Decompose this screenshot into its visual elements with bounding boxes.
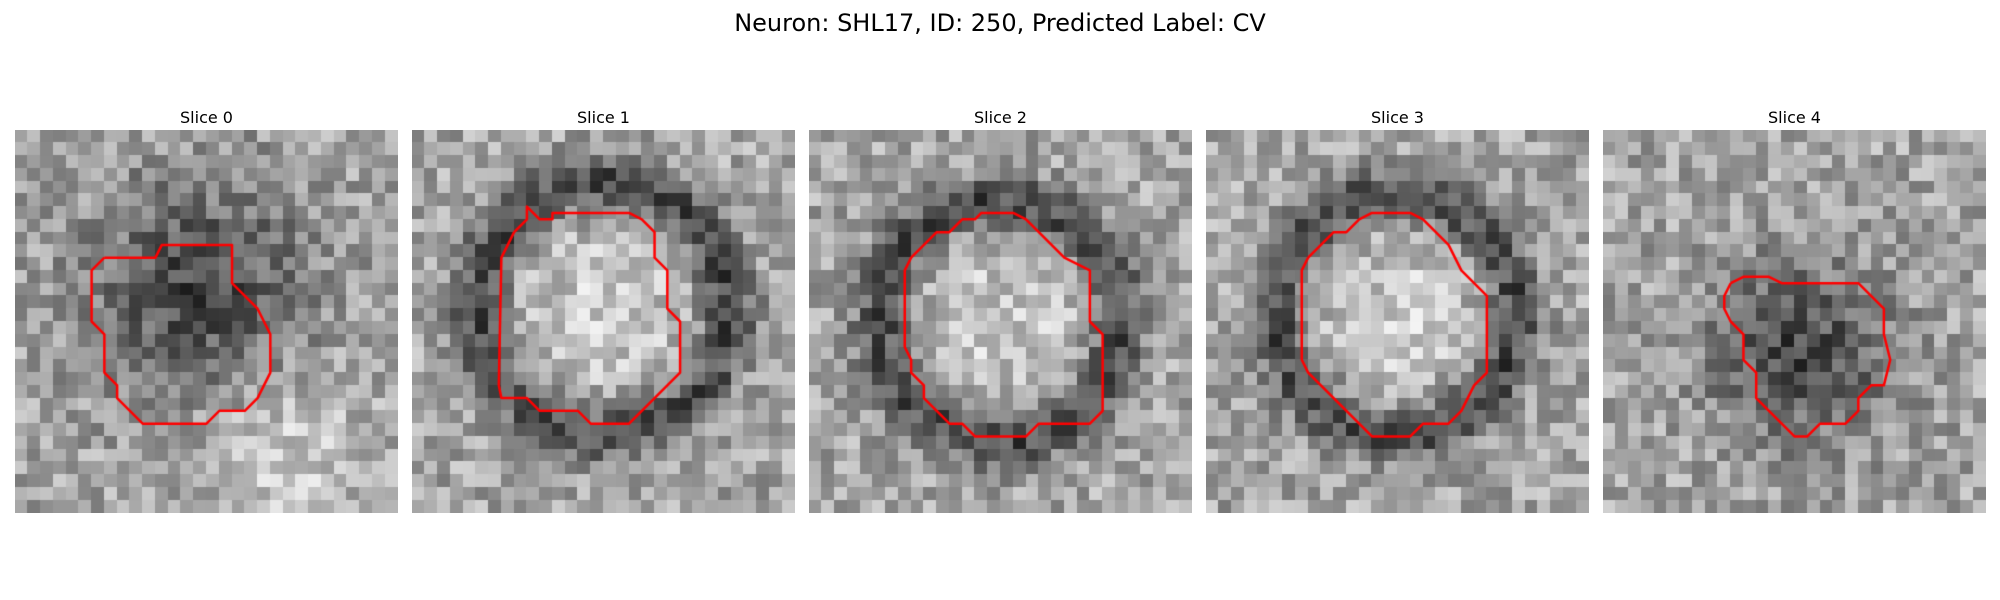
slice-title: Slice 4 xyxy=(1768,108,1821,127)
slice-panel-0: Slice 0 xyxy=(15,108,398,513)
figure-title: Neuron: SHL17, ID: 250, Predicted Label:… xyxy=(734,9,1266,37)
slice-image xyxy=(809,130,1192,513)
slice-panel-4: Slice 4 xyxy=(1603,108,1986,513)
slice-panel-3: Slice 3 xyxy=(1206,108,1589,513)
slice-panel-2: Slice 2 xyxy=(809,108,1192,513)
slice-image xyxy=(412,130,795,513)
slice-panel-1: Slice 1 xyxy=(412,108,795,513)
slice-image xyxy=(15,130,398,513)
slice-image xyxy=(1206,130,1589,513)
slice-title: Slice 3 xyxy=(1371,108,1424,127)
slice-image xyxy=(1603,130,1986,513)
slice-title: Slice 2 xyxy=(974,108,1027,127)
slice-title: Slice 0 xyxy=(180,108,233,127)
slice-title: Slice 1 xyxy=(577,108,630,127)
